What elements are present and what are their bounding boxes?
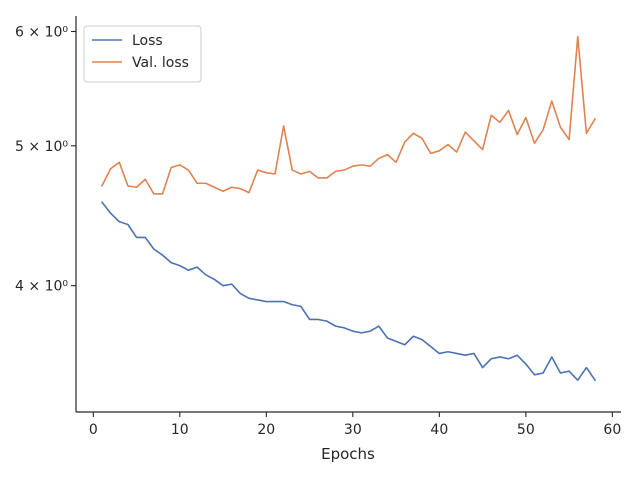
x-tick-label: 40: [430, 422, 448, 438]
y-tick-label: 6 × 10⁰: [15, 24, 68, 40]
x-tick-label: 0: [89, 422, 98, 438]
axes: [75, 16, 621, 413]
legend-label: Val. loss: [132, 55, 189, 71]
legend-label: Loss: [132, 33, 163, 49]
y-tick-label: 5 × 10⁰: [15, 139, 68, 155]
x-tick-label: 50: [517, 422, 535, 438]
x-tick-label: 30: [344, 422, 362, 438]
series-layer: [101, 35, 596, 382]
y-tick-label: 4 × 10⁰: [15, 279, 68, 295]
x-tick-label: 60: [603, 422, 621, 438]
x-tick-label: 10: [171, 422, 189, 438]
x-tick-label: 20: [257, 422, 275, 438]
x-axis-label: Epochs: [321, 445, 375, 463]
series-line-val-loss: [101, 35, 596, 195]
y-axis-ticks: 4 × 10⁰ 5 × 10⁰ 6 × 10⁰: [15, 24, 76, 295]
legend: Loss Val. loss: [83, 25, 202, 83]
series-line-loss: [101, 201, 596, 382]
x-axis-ticks: 0 10 20 30 40 50 60: [89, 412, 621, 438]
